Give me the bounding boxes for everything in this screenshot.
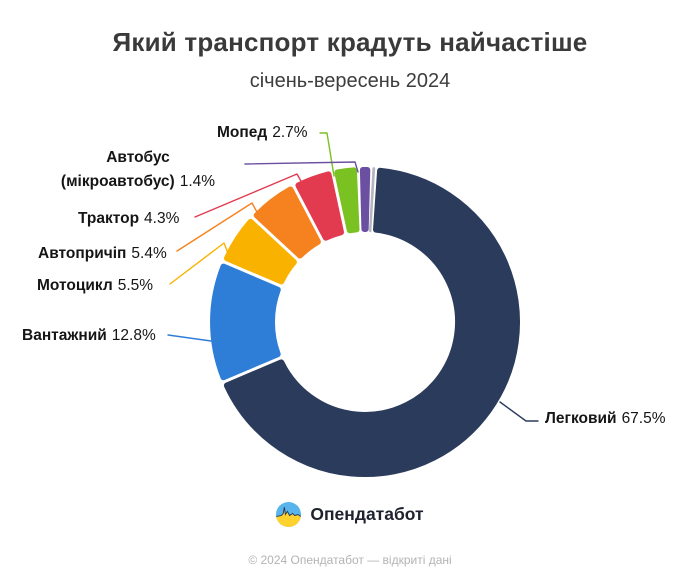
leader-line-vantazhnyi <box>167 334 212 342</box>
callout-motocykl: Мотоцикл 5.5% <box>37 274 153 298</box>
callout-value: 5.4% <box>131 245 167 262</box>
callout-value: 12.8% <box>111 327 156 344</box>
leader-line-lehkovyi <box>499 401 539 422</box>
donut-segment-traktor <box>295 171 344 241</box>
chart-title: Який транспорт крадуть найчастіше <box>112 27 588 57</box>
donut-segment-avtobus <box>359 166 371 232</box>
donut-segment-avtoprychip <box>253 186 321 259</box>
callout-avtoprychip: Автопричіп 5.4% <box>38 242 167 266</box>
donut-segment-lehkovyi <box>223 167 521 478</box>
callout-value: 2.7% <box>272 124 308 141</box>
brand-footer: Опендатабот <box>0 502 700 527</box>
brand-name: Опендатабот <box>310 504 424 524</box>
callout-label: Автобус (мікроавтобус) <box>60 149 175 191</box>
callout-value: 4.3% <box>144 210 180 227</box>
callout-vantazhnyi: Вантажний 12.8% <box>22 324 156 348</box>
chart-subtitle: січень-вересень 2024 <box>249 70 451 92</box>
callout-value: 67.5% <box>621 410 666 427</box>
leader-line-motocykl <box>169 242 230 285</box>
leader-line-avtoprychip <box>176 202 259 252</box>
leader-line-avtobus <box>244 161 359 173</box>
callout-label: Вантажний <box>22 327 107 344</box>
callout-label: Автопричіп <box>38 245 127 262</box>
donut-segment-vantazhnyi <box>210 263 281 381</box>
donut-segment-motocykl <box>224 218 297 285</box>
callout-avtobus: Автобус (мікроавтобус) 1.4% <box>38 146 238 194</box>
callout-value: 5.5% <box>117 277 154 294</box>
callout-label: Мопед <box>217 124 268 141</box>
callout-value: 1.4% <box>179 173 216 191</box>
leader-line-moped <box>319 132 335 177</box>
callout-traktor: Трактор 4.3% <box>78 207 179 231</box>
donut-segment-other <box>369 167 376 233</box>
callout-label: Мотоцикл <box>37 277 113 294</box>
leader-line-traktor <box>194 173 303 218</box>
callout-label: Легковий <box>545 410 617 427</box>
callout-lehkovyi: Легковий 67.5% <box>545 407 666 431</box>
copyright-text: © 2024 Опендатабот — відкриті дані <box>248 553 452 567</box>
callout-label: Трактор <box>78 210 140 227</box>
callout-moped: Мопед 2.7% <box>217 121 308 145</box>
opendatabot-logo-icon <box>276 502 302 527</box>
donut-segment-moped <box>334 167 360 234</box>
